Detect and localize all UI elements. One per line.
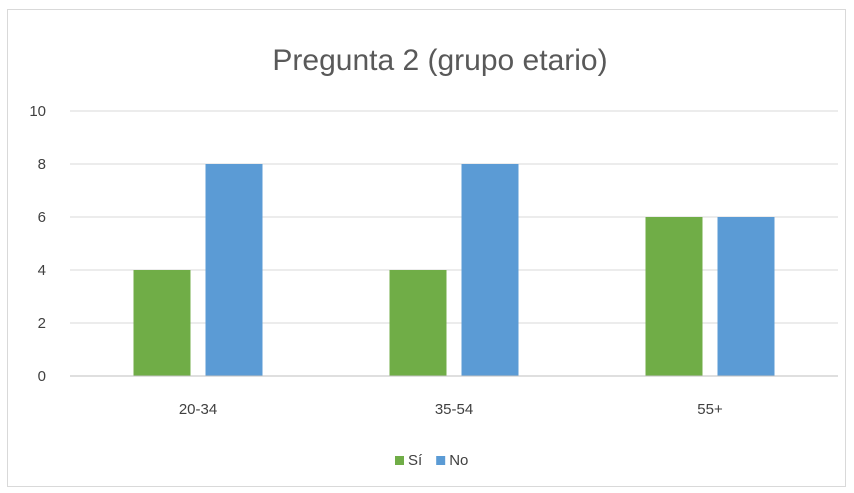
legend-swatch xyxy=(395,456,404,465)
bar-no-2 xyxy=(717,217,775,376)
y-tick-label: 6 xyxy=(38,209,46,226)
x-tick-label: 20-34 xyxy=(179,401,217,418)
y-tick-label: 0 xyxy=(38,368,46,385)
y-tick-label: 8 xyxy=(38,156,46,173)
y-tick-label: 10 xyxy=(29,103,46,120)
bar-no-1 xyxy=(461,164,519,376)
legend: Sí No xyxy=(395,452,468,469)
y-tick-label: 2 xyxy=(38,315,46,332)
gridlines xyxy=(70,110,838,324)
bar-si-1 xyxy=(389,270,447,376)
y-tick-label: 4 xyxy=(38,262,46,279)
bar-si-0 xyxy=(133,270,191,376)
legend-swatch xyxy=(436,456,446,465)
legend-label: Sí xyxy=(408,452,423,469)
bar-no-0 xyxy=(205,164,263,376)
bars xyxy=(133,164,775,376)
x-tick-label: 55+ xyxy=(697,401,723,418)
axes: 0 2 4 6 8 10 20-34 35-54 55+ xyxy=(29,103,838,418)
bar-si-2 xyxy=(645,217,703,376)
chart-frame xyxy=(7,9,846,487)
legend-label: No xyxy=(449,452,468,469)
chart-title: Pregunta 2 (grupo etario) xyxy=(272,44,607,77)
x-tick-label: 35-54 xyxy=(435,401,473,418)
